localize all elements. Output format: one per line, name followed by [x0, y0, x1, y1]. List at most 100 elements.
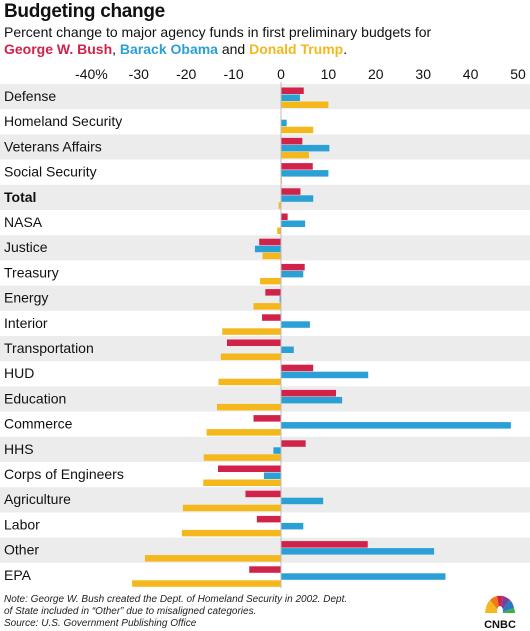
category-label: Education — [4, 390, 66, 406]
bar-obama — [281, 548, 435, 555]
category-label: Total — [4, 189, 36, 205]
bar-bush — [217, 465, 281, 472]
bar-obama — [281, 144, 330, 152]
bar-obama — [281, 119, 287, 127]
bar-trump — [222, 328, 281, 335]
category-label: Energy — [4, 290, 48, 306]
bar-trump — [278, 202, 281, 209]
bar-trump — [220, 353, 281, 360]
category-label: HHS — [4, 441, 34, 457]
source-line: Source: U.S. Government Publishing Offic… — [4, 618, 197, 629]
bar-obama — [281, 94, 300, 101]
row-band — [0, 84, 530, 110]
category-label: Agriculture — [4, 491, 71, 507]
category-label: HUD — [4, 365, 34, 381]
row-band — [0, 134, 530, 160]
bar-obama — [279, 296, 281, 303]
bar-obama — [281, 422, 511, 429]
bar-trump — [260, 277, 281, 285]
category-label: Corps of Engineers — [4, 466, 124, 482]
bar-trump — [281, 101, 329, 108]
x-tick-label: 50 — [510, 66, 526, 82]
bar-obama — [281, 396, 343, 404]
bar-obama — [281, 170, 329, 177]
bar-bush — [281, 364, 314, 372]
category-label: Transportation — [4, 340, 94, 356]
bar-obama — [281, 573, 446, 580]
bar-bush — [281, 389, 336, 397]
bar-bush — [253, 415, 281, 422]
bar-bush — [281, 87, 304, 94]
subtitle-text: Percent change to major agency funds in … — [4, 24, 432, 40]
row-band — [0, 184, 530, 210]
bar-obama — [281, 220, 306, 227]
x-tick-label: -40% — [75, 66, 108, 82]
logo-text: CNBC — [484, 619, 516, 630]
subtitle-sep: , — [112, 41, 120, 57]
x-tick-label: 0 — [277, 66, 285, 82]
bar-bush — [281, 541, 368, 548]
bar-bush — [245, 490, 281, 498]
note-line: Note: George W. Bush created the Dept. o… — [4, 594, 348, 605]
legend-obama: Barack Obama — [119, 41, 218, 57]
category-label: Justice — [4, 239, 48, 255]
bar-trump — [262, 252, 281, 260]
bar-obama — [281, 346, 294, 353]
bar-trump — [253, 303, 281, 310]
bar-obama — [273, 447, 281, 454]
bar-bush — [281, 137, 303, 145]
x-tick-label: 10 — [321, 66, 337, 82]
bar-trump — [181, 529, 281, 537]
bar-obama — [281, 371, 369, 379]
bar-bush — [262, 314, 281, 321]
bar-bush — [281, 163, 313, 170]
bar-bush — [281, 263, 305, 271]
x-tick-label: -10 — [223, 66, 243, 82]
category-label: Treasury — [4, 264, 59, 280]
category-label: Commerce — [4, 416, 73, 432]
category-label: Veterans Affairs — [4, 138, 102, 154]
bar-trump — [218, 378, 281, 386]
bar-bush — [259, 238, 281, 246]
bar-obama — [263, 472, 281, 479]
bar-bush — [256, 515, 281, 523]
chart-title: Budgeting change — [4, 1, 165, 22]
bar-trump — [281, 126, 314, 134]
note-line: of State included in “Other” due to misa… — [4, 606, 257, 617]
bar-bush — [226, 339, 281, 346]
bar-trump — [132, 580, 281, 587]
bar-bush — [281, 213, 288, 220]
bar-bush — [265, 289, 281, 296]
bar-obama — [281, 321, 310, 328]
bar-trump — [281, 151, 309, 159]
legend-bush: George W. Bush — [4, 41, 113, 57]
bar-obama — [281, 522, 304, 530]
x-tick-label: 40 — [463, 66, 479, 82]
bar-trump — [277, 227, 281, 234]
x-tick-label: 20 — [368, 66, 384, 82]
category-label: NASA — [4, 214, 43, 230]
category-label: Social Security — [4, 164, 97, 180]
bar-obama — [281, 270, 304, 278]
legend-trump: Donald Trump — [249, 41, 344, 57]
bar-bush — [249, 566, 281, 573]
bar-bush — [281, 188, 301, 195]
cnbc-peacock-logo: CNBC — [484, 595, 516, 630]
category-label: Interior — [4, 315, 48, 331]
x-tick-label: -30 — [129, 66, 149, 82]
bar-trump — [203, 454, 281, 461]
bar-obama — [281, 195, 314, 202]
chart-notes: Note: George W. Bush created the Dept. o… — [4, 594, 434, 630]
bar-bush — [281, 440, 306, 447]
x-tick-label: 30 — [415, 66, 431, 82]
bar-obama — [254, 245, 281, 253]
category-label: EPA — [4, 567, 32, 583]
bar-obama — [281, 497, 324, 505]
chart-subtitle: Percent change to major agency funds in … — [4, 24, 528, 58]
bar-trump — [206, 429, 281, 436]
category-label: Defense — [4, 88, 56, 104]
subtitle-sep: and — [217, 41, 250, 57]
x-tick-label: -20 — [176, 66, 196, 82]
bar-trump — [203, 479, 281, 486]
category-label: Homeland Security — [4, 113, 122, 129]
